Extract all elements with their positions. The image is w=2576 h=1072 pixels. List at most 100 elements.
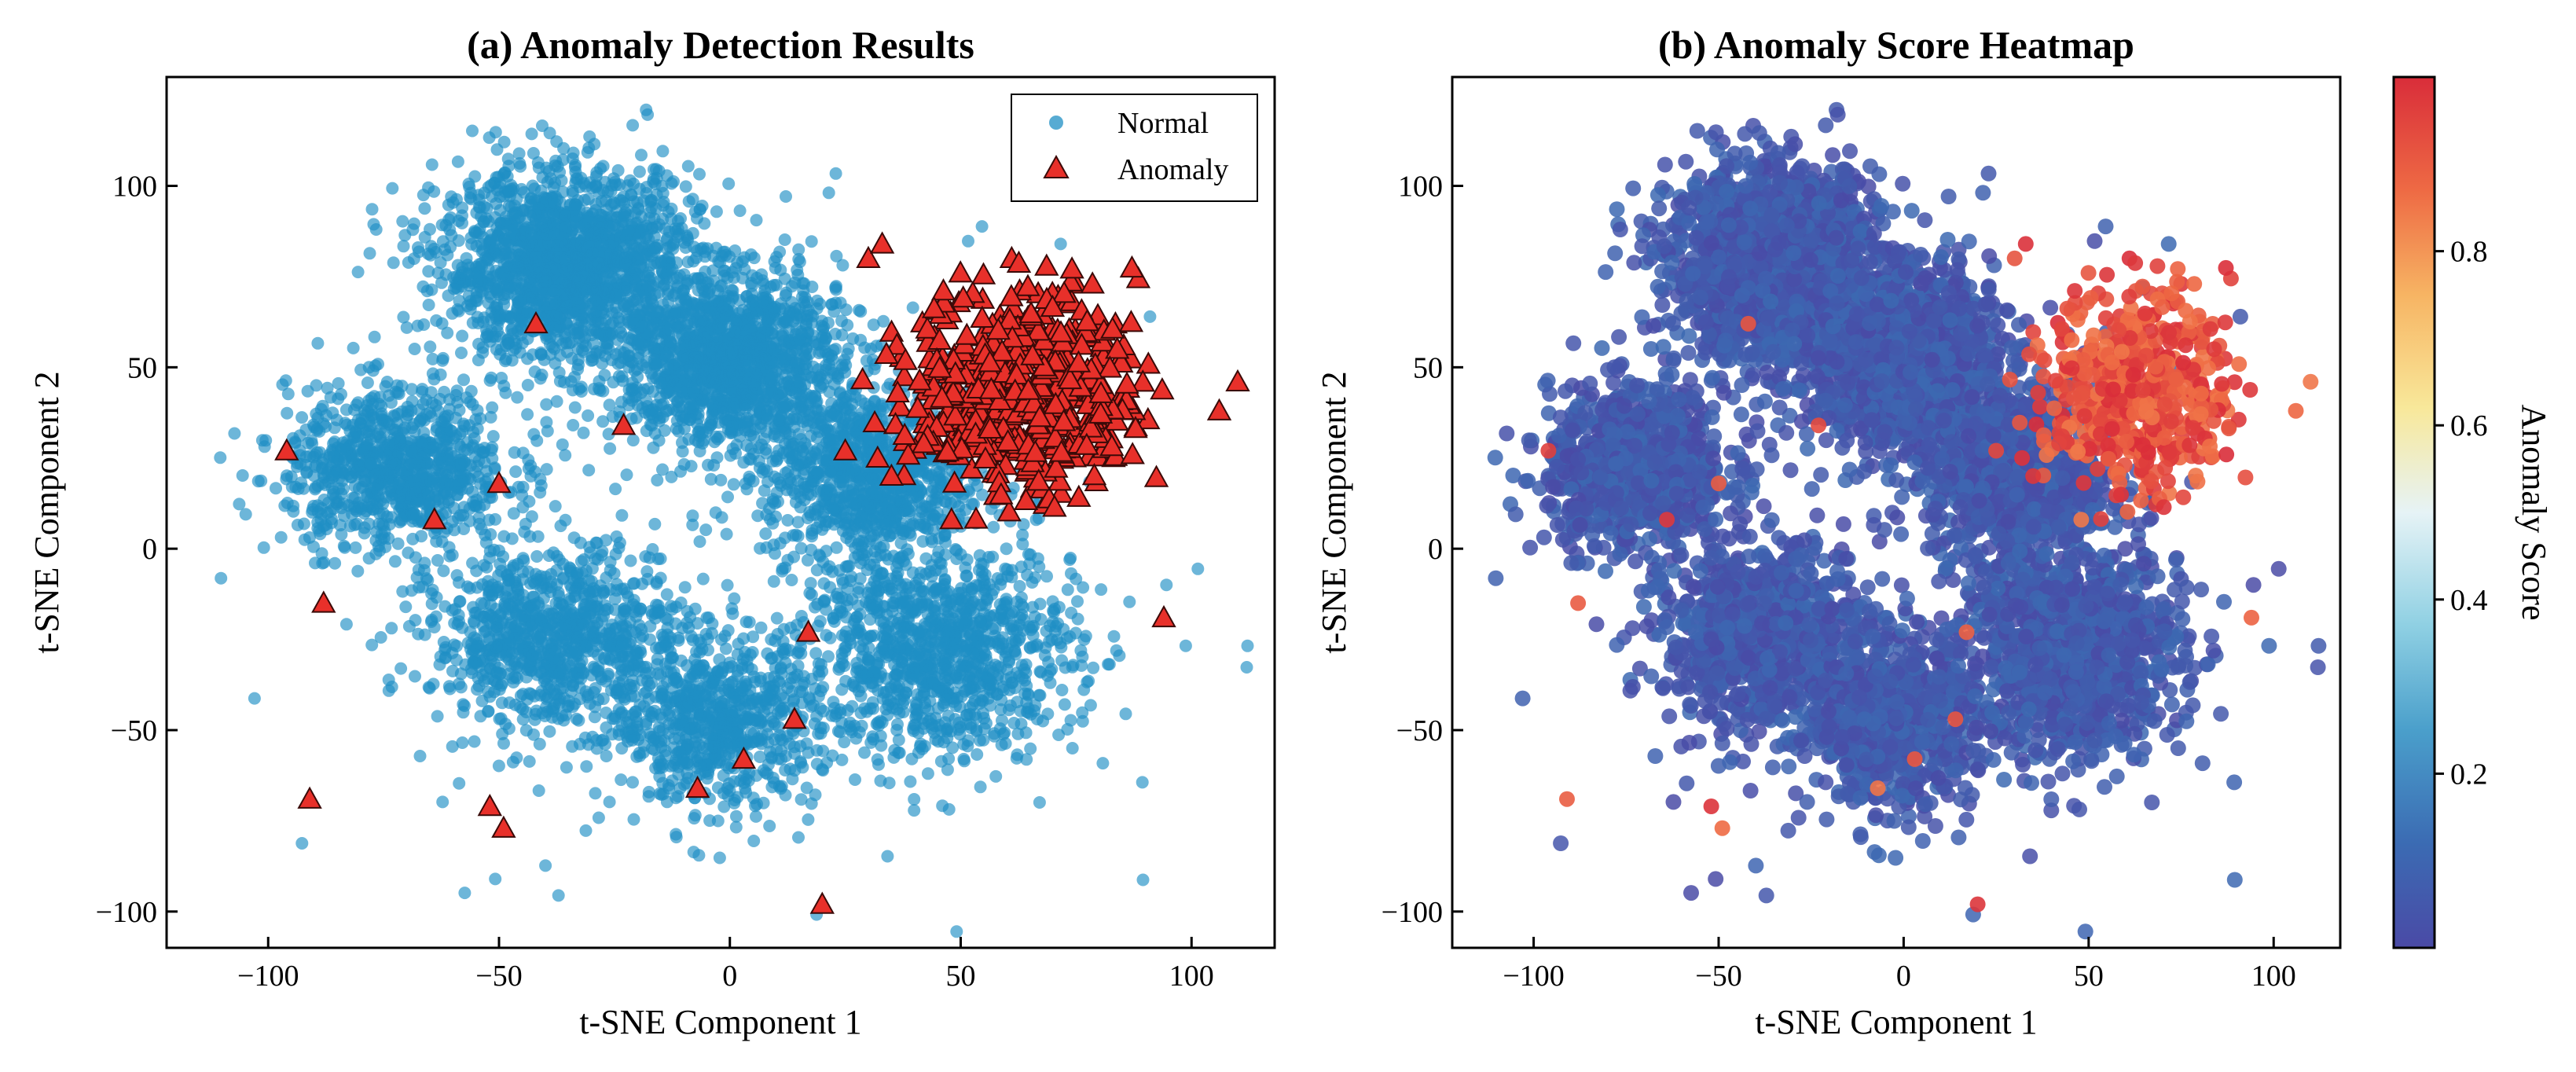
normal-point bbox=[534, 479, 548, 492]
normal-point bbox=[829, 167, 842, 180]
normal-point bbox=[674, 212, 687, 225]
normal-point bbox=[462, 178, 475, 190]
normal-point bbox=[693, 535, 706, 549]
normal-point bbox=[618, 206, 632, 219]
normal-point bbox=[485, 371, 498, 384]
normal-point bbox=[860, 354, 873, 367]
normal-point bbox=[845, 466, 858, 479]
normal-point bbox=[513, 156, 527, 170]
normal-point bbox=[750, 214, 763, 227]
normal-point bbox=[714, 321, 728, 335]
normal-point bbox=[436, 235, 450, 248]
normal-point bbox=[319, 518, 332, 531]
normal-point bbox=[361, 376, 374, 389]
normal-point bbox=[567, 237, 581, 249]
normal-point bbox=[636, 242, 649, 255]
normal-point bbox=[456, 216, 468, 229]
normal-point bbox=[549, 323, 562, 336]
normal-point bbox=[475, 260, 489, 274]
normal-point bbox=[345, 471, 358, 484]
normal-point bbox=[559, 209, 571, 222]
normal-point bbox=[730, 325, 743, 338]
normal-point bbox=[615, 370, 629, 384]
normal-point bbox=[761, 314, 774, 328]
normal-point bbox=[386, 182, 399, 195]
normal-point bbox=[759, 527, 772, 540]
normal-point bbox=[655, 179, 669, 193]
normal-point bbox=[825, 349, 838, 362]
normal-point bbox=[665, 307, 678, 321]
normal-point bbox=[787, 413, 799, 426]
normal-point bbox=[679, 180, 692, 193]
normal-point bbox=[760, 364, 773, 377]
normal-point bbox=[805, 281, 819, 293]
normal-point bbox=[830, 541, 843, 554]
normal-point bbox=[607, 253, 620, 266]
normal-point bbox=[666, 242, 680, 255]
normal-point bbox=[483, 237, 497, 250]
normal-point bbox=[648, 256, 661, 270]
normal-point bbox=[416, 383, 429, 396]
normal-point bbox=[405, 395, 419, 408]
normal-point bbox=[379, 425, 392, 439]
normal-point bbox=[695, 352, 708, 365]
normal-point bbox=[567, 419, 580, 431]
normal-point bbox=[727, 478, 740, 491]
normal-point bbox=[686, 226, 699, 240]
normal-point bbox=[737, 390, 750, 403]
normal-point bbox=[684, 413, 696, 427]
normal-point bbox=[358, 527, 371, 540]
normal-point bbox=[573, 331, 586, 344]
normal-point bbox=[431, 554, 444, 567]
normal-point bbox=[693, 445, 706, 457]
normal-point bbox=[501, 334, 514, 347]
normal-point bbox=[949, 495, 962, 508]
normal-point bbox=[585, 324, 597, 337]
normal-point bbox=[362, 361, 376, 374]
normal-point bbox=[515, 315, 528, 329]
normal-point bbox=[629, 207, 642, 219]
normal-point bbox=[361, 439, 374, 452]
normal-point bbox=[439, 465, 453, 479]
normal-point bbox=[839, 303, 853, 317]
normal-point bbox=[827, 377, 841, 391]
normal-point bbox=[303, 450, 317, 463]
normal-point bbox=[625, 189, 638, 202]
normal-point bbox=[559, 224, 571, 237]
normal-point bbox=[457, 373, 470, 387]
normal-point bbox=[779, 352, 792, 365]
normal-point bbox=[321, 466, 334, 479]
normal-point bbox=[424, 240, 438, 253]
normal-point bbox=[816, 377, 830, 391]
normal-point bbox=[516, 446, 530, 460]
normal-point bbox=[651, 305, 664, 318]
normal-point bbox=[516, 203, 529, 216]
normal-point bbox=[543, 247, 556, 260]
normal-point bbox=[397, 310, 410, 324]
normal-point bbox=[407, 507, 420, 519]
normal-point bbox=[398, 229, 412, 242]
normal-point bbox=[327, 502, 340, 516]
normal-point bbox=[493, 181, 506, 194]
normal-point bbox=[387, 256, 400, 270]
normal-point bbox=[698, 217, 711, 230]
normal-point bbox=[317, 453, 330, 466]
normal-point bbox=[340, 443, 354, 457]
normal-point bbox=[425, 158, 439, 171]
normal-point bbox=[676, 288, 689, 301]
normal-point bbox=[418, 230, 431, 244]
normal-point bbox=[792, 252, 805, 266]
normal-point bbox=[582, 409, 595, 422]
normal-point bbox=[490, 143, 504, 156]
normal-point bbox=[796, 290, 809, 303]
normal-point bbox=[568, 370, 582, 384]
normal-point bbox=[326, 406, 339, 420]
normal-point bbox=[509, 342, 522, 354]
normal-point bbox=[578, 283, 591, 296]
normal-point bbox=[538, 275, 552, 288]
normal-point bbox=[502, 160, 516, 173]
normal-point bbox=[442, 289, 455, 303]
normal-point bbox=[511, 391, 524, 404]
normal-point bbox=[632, 285, 645, 298]
normal-point bbox=[619, 251, 633, 264]
